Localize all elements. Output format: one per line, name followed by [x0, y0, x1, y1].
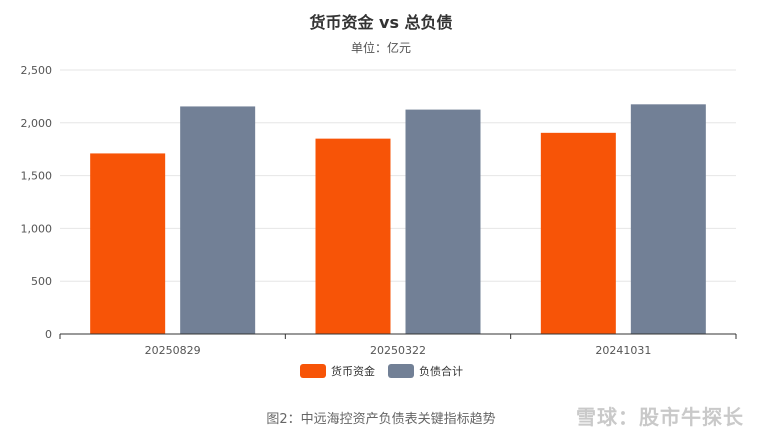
bar-cash	[540, 132, 616, 334]
bars	[90, 104, 706, 334]
bar-liabilities	[180, 106, 256, 334]
legend-label: 货币资金	[331, 364, 375, 378]
bar-chart: 货币资金 vs 总负债 单位：亿元 0 500 1,000 1,500 2,000 2,5…	[21, 13, 737, 378]
watermark: 雪球：股市牛探长	[576, 405, 744, 429]
legend-label: 负债合计	[419, 364, 463, 378]
y-tick-label: 1,000	[21, 222, 53, 235]
y-tick-label: 2,000	[21, 117, 53, 130]
y-tick-label: 2,500	[21, 64, 53, 77]
figure-caption: 图2：中远海控资产负债表关键指标趋势	[266, 412, 496, 427]
y-tick-label: 1,500	[21, 170, 53, 183]
legend-swatch	[300, 364, 326, 378]
legend: 货币资金 负债合计	[300, 364, 463, 378]
grid-lines	[60, 69, 736, 282]
x-tick-label: 20250322	[370, 344, 426, 357]
bar-liabilities	[630, 104, 706, 334]
y-tick-label: 0	[45, 328, 52, 341]
legend-swatch	[388, 364, 414, 378]
chart-subtitle: 单位：亿元	[351, 40, 411, 55]
x-tick-label: 20250829	[145, 344, 201, 357]
chart-title: 货币资金 vs 总负债	[309, 13, 452, 32]
bar-cash	[315, 138, 391, 334]
y-tick-label: 500	[31, 275, 52, 288]
x-axis: 20250829 20250322 20241031	[59, 333, 737, 357]
bar-liabilities	[405, 109, 481, 334]
bar-cash	[90, 153, 166, 334]
y-axis-ticks: 0 500 1,000 1,500 2,000 2,500	[21, 64, 53, 341]
x-tick-label: 20241031	[595, 344, 651, 357]
